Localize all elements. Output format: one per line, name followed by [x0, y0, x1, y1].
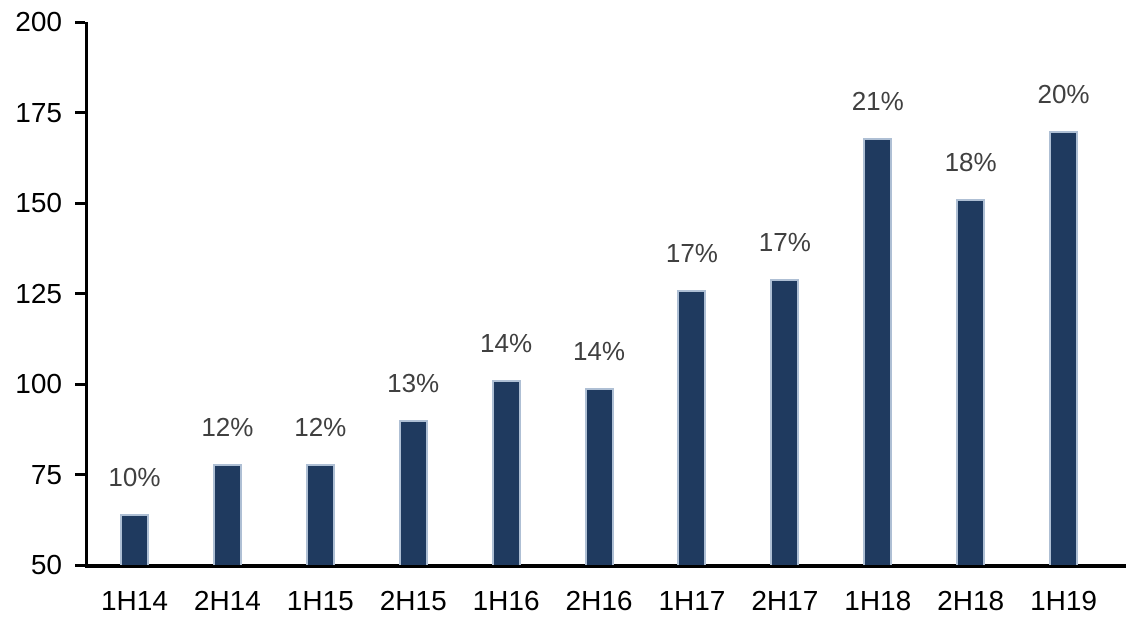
bar-2H14 [212, 463, 242, 565]
y-axis-tick [75, 563, 85, 567]
bar-value-label: 13% [387, 368, 440, 399]
bar-1H16 [491, 380, 521, 565]
x-tick-label: 1H18 [844, 585, 912, 616]
y-tick-label: 100 [15, 368, 62, 399]
y-axis-tick [75, 20, 85, 24]
y-tick-label: 125 [15, 277, 62, 309]
bar-value-label: 21% [851, 85, 904, 116]
bar-value-label: 17% [758, 227, 811, 258]
bar-1H14 [119, 514, 149, 565]
bar-value-label: 14% [572, 335, 626, 366]
y-tick-label: 175 [15, 96, 62, 128]
bar-2H18 [956, 199, 986, 565]
y-axis-tick [75, 111, 85, 114]
x-tick-label: 2H14 [193, 585, 261, 616]
bar-1H18 [863, 137, 893, 565]
bar-2H16 [584, 387, 614, 565]
x-tick-label: 1H17 [658, 585, 726, 616]
bar-value-label: 12% [294, 411, 347, 442]
y-tick-label: 150 [15, 187, 62, 218]
x-tick-label: 2H15 [379, 585, 447, 616]
bar-2H17 [770, 279, 800, 565]
x-axis-line [85, 564, 1126, 568]
x-tick-label: 1H15 [286, 585, 354, 616]
bar-2H15 [398, 420, 428, 565]
x-tick-label: 1H19 [1030, 585, 1097, 616]
x-tick-label: 2H18 [937, 585, 1005, 616]
x-tick-label: 2H16 [565, 585, 633, 616]
bar-value-label: 20% [1037, 78, 1090, 109]
y-axis-tick [75, 201, 85, 205]
bar-value-label: 10% [108, 462, 161, 493]
bar-1H19 [1049, 130, 1079, 565]
x-tick-label: 2H17 [751, 585, 819, 616]
bar-value-label: 14% [480, 328, 533, 359]
y-tick-label: 75 [30, 458, 62, 490]
y-axis-line [85, 22, 88, 568]
bar-1H17 [677, 289, 707, 565]
y-tick-label: 50 [30, 549, 62, 580]
y-axis-tick [75, 473, 85, 476]
y-tick-label: 200 [15, 6, 62, 37]
x-tick-label: 1H16 [472, 585, 540, 616]
bar-value-label: 17% [665, 237, 718, 268]
bar-value-label: 18% [944, 147, 997, 178]
bar-value-label: 12% [201, 411, 254, 442]
y-axis-tick [75, 292, 85, 295]
x-tick-label: 1H14 [100, 585, 168, 616]
bar-1H15 [305, 463, 335, 565]
y-axis-tick [75, 382, 85, 386]
